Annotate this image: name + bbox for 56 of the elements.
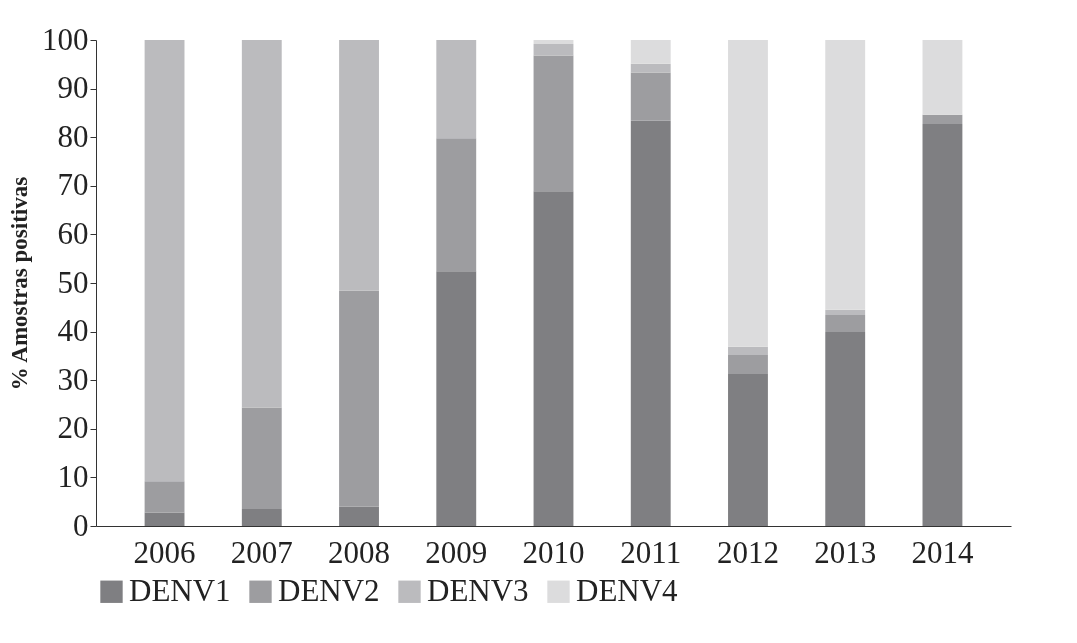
y-tick-label: 0 bbox=[73, 507, 89, 543]
y-tick-label: 60 bbox=[57, 215, 89, 251]
bar bbox=[728, 354, 768, 374]
bar bbox=[241, 407, 282, 509]
legend-label: DENV4 bbox=[576, 572, 679, 608]
x-tick-label: 2013 bbox=[814, 534, 877, 570]
x-tick-label: 2011 bbox=[620, 534, 682, 570]
y-axis-title: % Amostras positivas bbox=[7, 176, 32, 391]
y-tick-label: 80 bbox=[57, 118, 89, 154]
bar bbox=[922, 40, 963, 115]
bar bbox=[630, 72, 671, 121]
y-tick-label: 50 bbox=[57, 264, 89, 300]
bar bbox=[728, 346, 768, 355]
x-tick-label: 2008 bbox=[328, 534, 391, 570]
bar bbox=[728, 40, 768, 347]
bar bbox=[533, 40, 574, 44]
bar bbox=[630, 40, 671, 64]
bar bbox=[922, 124, 963, 526]
y-tick-label: 40 bbox=[57, 313, 89, 349]
y-tick-label: 20 bbox=[57, 410, 89, 446]
y-tick-label: 10 bbox=[57, 458, 89, 494]
bar bbox=[728, 373, 768, 526]
bar bbox=[436, 138, 477, 272]
bar bbox=[339, 40, 379, 291]
x-tick-label: 2010 bbox=[522, 534, 585, 570]
x-tick-label: 2006 bbox=[133, 534, 196, 570]
bar bbox=[825, 332, 866, 526]
bar bbox=[241, 40, 282, 408]
bar bbox=[436, 271, 477, 526]
legend-label: DENV2 bbox=[278, 572, 380, 608]
bar bbox=[144, 40, 185, 482]
y-tick-label: 30 bbox=[57, 361, 89, 397]
x-tick-label: 2014 bbox=[911, 534, 974, 570]
bar bbox=[339, 506, 379, 526]
x-tick-label: 2007 bbox=[230, 534, 293, 570]
y-tick-label: 100 bbox=[42, 21, 89, 57]
bar bbox=[825, 315, 866, 333]
y-tick-label: 90 bbox=[57, 70, 89, 106]
bar bbox=[630, 63, 671, 73]
bar bbox=[144, 512, 185, 526]
bar bbox=[922, 114, 963, 125]
bar bbox=[533, 43, 574, 56]
legend-label: DENV3 bbox=[427, 572, 529, 608]
bar bbox=[630, 120, 671, 526]
bar bbox=[825, 40, 866, 310]
bar bbox=[339, 290, 379, 507]
bar bbox=[533, 55, 574, 192]
y-tick-label: 70 bbox=[57, 167, 89, 203]
bar bbox=[144, 481, 185, 513]
legend-label: DENV1 bbox=[129, 572, 231, 608]
bar bbox=[825, 309, 866, 316]
bar bbox=[241, 508, 282, 526]
x-tick-label: 2012 bbox=[716, 534, 779, 570]
x-tick-label: 2009 bbox=[425, 534, 488, 570]
bar bbox=[436, 40, 477, 139]
bar bbox=[533, 191, 574, 526]
